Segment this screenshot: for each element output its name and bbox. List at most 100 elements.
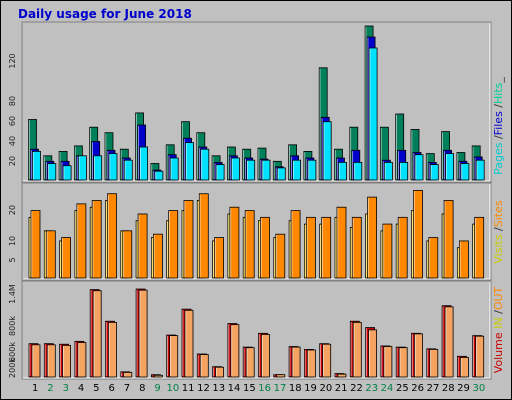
bar-pages bbox=[338, 161, 347, 181]
y-tick-label: 20 bbox=[8, 205, 17, 215]
bar-volume-out bbox=[306, 349, 316, 378]
bar-pages bbox=[62, 165, 72, 181]
bar-sites bbox=[367, 196, 378, 279]
bar-pages bbox=[429, 164, 439, 181]
bar-pages bbox=[78, 155, 87, 181]
bar-pages bbox=[200, 148, 210, 181]
bar-volume-out bbox=[291, 346, 301, 378]
y-tick-label: 600k bbox=[8, 342, 17, 362]
day-label: 6 bbox=[108, 383, 114, 394]
bar-volume-out bbox=[184, 309, 194, 378]
day-label: 20 bbox=[319, 383, 332, 394]
day-label: 13 bbox=[212, 383, 225, 394]
side-label-top-part: _ bbox=[492, 77, 505, 84]
bar-volume-out bbox=[383, 346, 393, 378]
bar-volume-out bbox=[123, 371, 133, 378]
bar-volume-out bbox=[62, 344, 71, 378]
day-label: 19 bbox=[304, 383, 317, 394]
bar-sites bbox=[152, 233, 163, 279]
bar-volume-out bbox=[414, 333, 423, 378]
side-label-top-part: Hits bbox=[492, 82, 505, 104]
bar-sites bbox=[61, 237, 71, 279]
day-label: 26 bbox=[411, 383, 424, 394]
day-label: 3 bbox=[63, 383, 69, 394]
bar-sites bbox=[183, 200, 194, 279]
day-label: 1 bbox=[32, 383, 38, 394]
day-label: 28 bbox=[442, 383, 455, 394]
bar-pages bbox=[154, 170, 164, 181]
bar-sites bbox=[244, 210, 255, 279]
bar-sites bbox=[45, 230, 56, 279]
bar-pages bbox=[292, 159, 302, 181]
bar-volume-out bbox=[475, 335, 485, 378]
bar-pages bbox=[93, 155, 103, 181]
bar-volume-out bbox=[77, 342, 87, 378]
day-label: 12 bbox=[197, 383, 210, 394]
bar-pages bbox=[460, 163, 470, 181]
y-tick-label: 1.4M bbox=[8, 284, 17, 304]
day-label: 8 bbox=[139, 383, 145, 394]
y-tick-label: 20 bbox=[8, 156, 17, 166]
bar-pages bbox=[108, 153, 118, 181]
bar-volume-out bbox=[368, 329, 378, 378]
day-label: 22 bbox=[350, 383, 363, 394]
day-label: 2 bbox=[47, 383, 53, 394]
day-label: 29 bbox=[457, 383, 470, 394]
bar-pages bbox=[307, 159, 317, 181]
bar-volume-out bbox=[459, 357, 469, 378]
y-tick-label: 80 bbox=[8, 96, 17, 106]
y-tick-label: 200k bbox=[8, 358, 17, 378]
side-label-middle: Visits /Sites bbox=[492, 200, 505, 263]
side-label-bottom-part: Volume bbox=[492, 332, 505, 373]
bar-pages bbox=[261, 159, 271, 181]
day-label: 21 bbox=[335, 383, 348, 394]
bar-pages bbox=[353, 161, 363, 181]
bar-volume-out bbox=[31, 344, 41, 378]
bar-sites bbox=[290, 210, 301, 279]
bar-sites bbox=[382, 223, 393, 279]
bar-sites bbox=[428, 237, 439, 279]
bar-pages bbox=[47, 163, 57, 181]
y-tick-label: 40 bbox=[8, 136, 17, 146]
side-label-top-part: / bbox=[492, 104, 505, 111]
bar-pages bbox=[230, 157, 240, 181]
bar-volume-out bbox=[444, 306, 454, 378]
bar-sites bbox=[168, 210, 179, 279]
day-label: 9 bbox=[154, 383, 160, 394]
bar-sites bbox=[91, 200, 102, 279]
bar-volume-out bbox=[215, 366, 225, 378]
y-tick-label: 10 bbox=[8, 236, 17, 246]
y-tick-label: 5 bbox=[8, 257, 17, 262]
day-label: 27 bbox=[427, 383, 440, 394]
side-label-bottom: Volume IN /OUT bbox=[492, 286, 505, 373]
bar-sites bbox=[30, 210, 41, 279]
day-label: 5 bbox=[93, 383, 99, 394]
bar-volume-out bbox=[398, 347, 408, 378]
bar-sites bbox=[305, 216, 316, 279]
bar-pages bbox=[475, 159, 485, 181]
bar-pages bbox=[414, 154, 424, 181]
y-tick-label: 120 bbox=[8, 53, 17, 68]
bar-pages bbox=[169, 157, 179, 181]
bar-sites bbox=[351, 216, 362, 279]
bar-sites bbox=[76, 203, 87, 279]
bar-volume-out bbox=[429, 348, 439, 378]
bar-volume-out bbox=[138, 289, 148, 378]
bar-sites bbox=[336, 206, 347, 279]
day-label: 11 bbox=[182, 383, 195, 394]
bar-sites bbox=[397, 216, 408, 279]
bar-sites bbox=[260, 216, 270, 279]
day-label: 23 bbox=[365, 383, 378, 394]
bar-pages bbox=[383, 161, 393, 181]
day-label: 24 bbox=[381, 383, 394, 394]
side-label-middle-part: / bbox=[492, 227, 505, 234]
bar-pages bbox=[123, 159, 133, 181]
day-label: 10 bbox=[166, 383, 179, 394]
bar-volume-out bbox=[261, 334, 270, 378]
side-label-bottom-part: IN bbox=[492, 317, 505, 328]
side-label-bottom-part: / bbox=[492, 310, 505, 317]
y-tick-label: 60 bbox=[8, 116, 17, 126]
bar-pages bbox=[399, 161, 409, 181]
bar-volume-out bbox=[153, 374, 163, 378]
